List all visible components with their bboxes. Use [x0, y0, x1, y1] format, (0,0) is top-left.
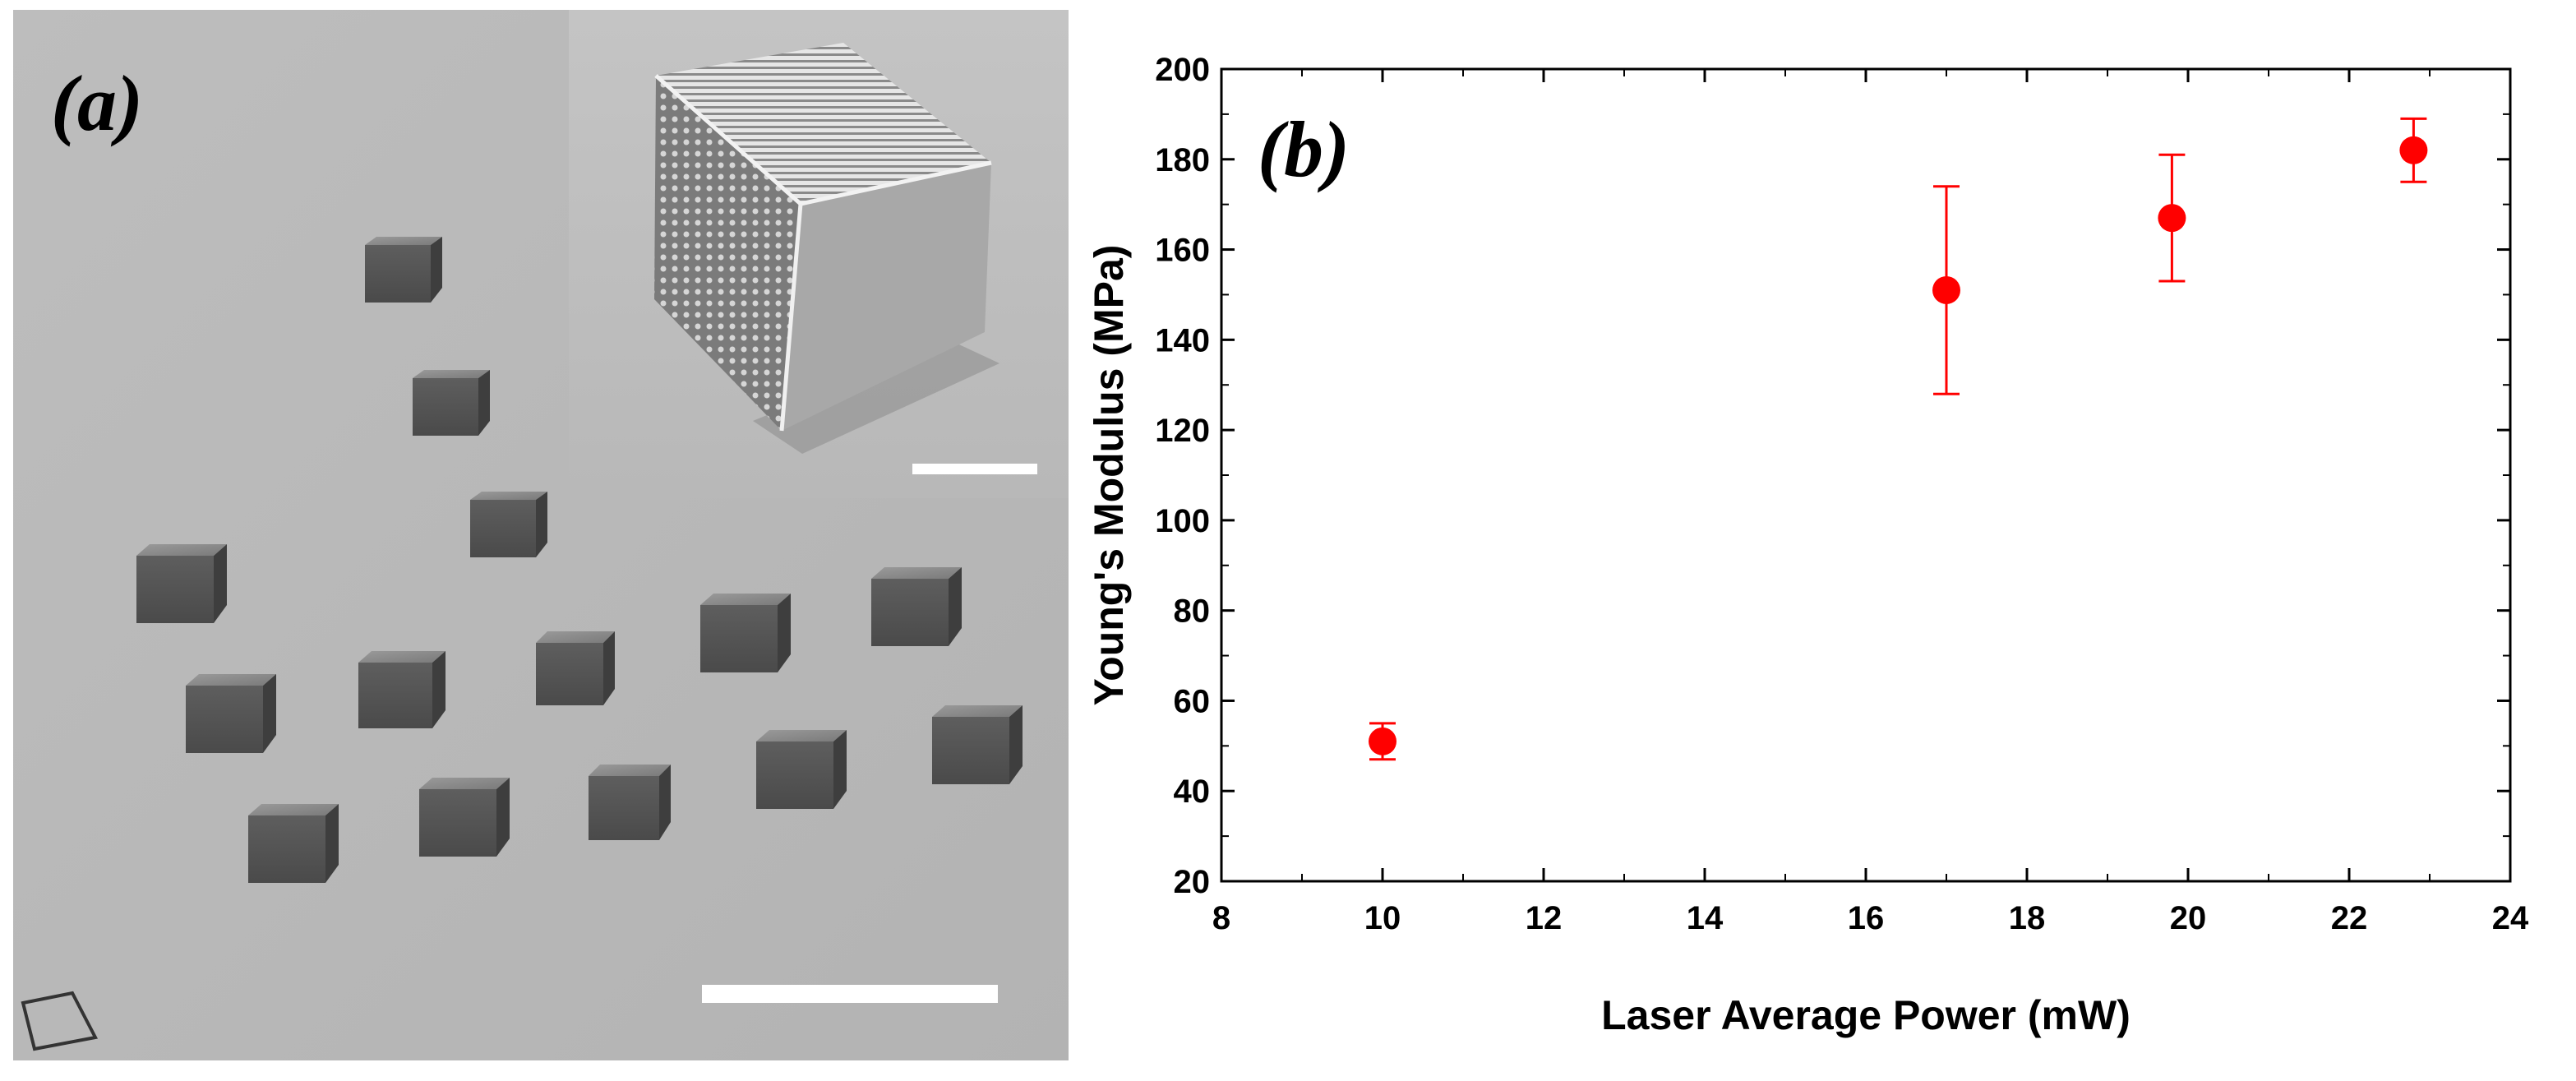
x-tick-label: 18 [2009, 900, 2046, 936]
sem-image-panel: (a) [13, 10, 1069, 1060]
x-tick-label: 22 [2331, 900, 2368, 936]
data-point [2399, 136, 2428, 164]
x-tick-label: 12 [1526, 900, 1563, 936]
x-tick-label: 14 [1687, 900, 1724, 936]
y-tick-label: 160 [1155, 233, 1210, 269]
panel-label-a: (a) [51, 59, 143, 147]
y-tick-label: 20 [1174, 864, 1211, 900]
x-tick-label: 20 [2170, 900, 2207, 936]
error-bars [1369, 117, 2427, 761]
y-tick-label: 100 [1155, 503, 1210, 539]
x-tick-label: 24 [2492, 900, 2529, 936]
data-point [1932, 275, 1960, 304]
x-axis-label: Laser Average Power (mW) [1601, 992, 2131, 1038]
x-tick-label: 8 [1212, 900, 1230, 936]
scale-bar [702, 985, 998, 1003]
plot-area-frame [1220, 67, 2512, 883]
y-tick-label: 40 [1174, 774, 1211, 810]
y-axis-label: Young's Modulus (MPa) [1093, 245, 1132, 706]
inset-image [569, 10, 1069, 498]
y-tick-label: 80 [1174, 594, 1211, 630]
x-tick-label: 10 [1364, 900, 1401, 936]
y-axis-ticks: 20 40 60 80 100 120 140 160 180 200 [1155, 52, 2510, 900]
y-tick-label: 60 [1174, 683, 1211, 719]
micro-cube-array [21, 237, 1023, 1051]
x-tick-label: 16 [1848, 900, 1885, 936]
sem-micrograph [13, 10, 1069, 1060]
inset-scale-bar [912, 464, 1037, 474]
y-tick-label: 200 [1155, 52, 1210, 88]
y-tick-label: 120 [1155, 413, 1210, 449]
panel-label-b: (b) [1258, 105, 1350, 193]
data-point [2158, 204, 2186, 233]
data-points [1369, 136, 2428, 755]
data-point [1369, 727, 1396, 755]
chart-panel: 20 40 60 80 100 120 140 160 180 200 8 10 12 14 16 18 20… [1093, 0, 2576, 1081]
x-axis-ticks: 8 10 12 14 16 18 20 22 24 [1212, 69, 2529, 936]
y-tick-label: 140 [1155, 322, 1210, 358]
y-tick-label: 180 [1155, 142, 1210, 178]
